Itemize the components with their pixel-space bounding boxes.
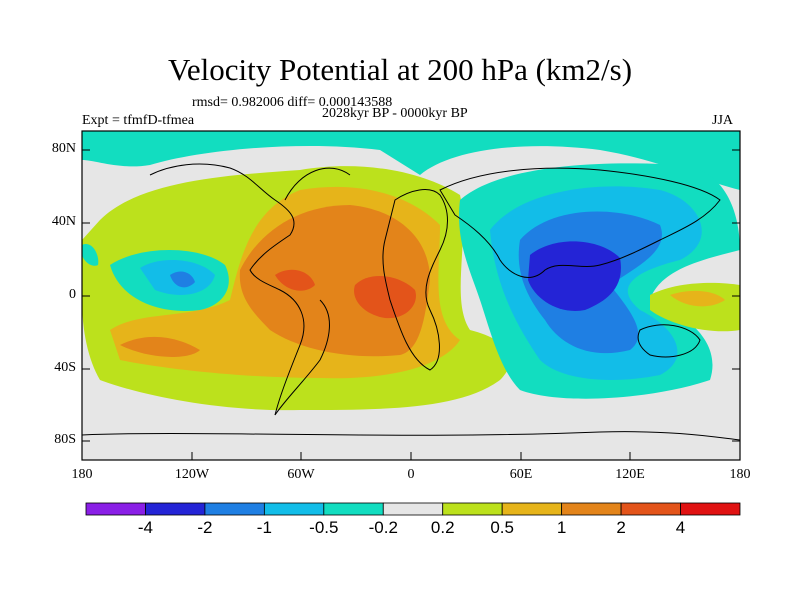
y-tick-label: 80S (54, 432, 76, 447)
colorbar-label: 0.5 (490, 518, 514, 537)
stats-text: rmsd= 0.982006 diff= 0.000143588 (192, 95, 393, 110)
x-tick-label: 60W (287, 467, 315, 482)
colorbar-swatch (561, 502, 622, 516)
axis-ticks (81, 149, 741, 460)
x-tick-label: 120E (615, 467, 645, 482)
y-tick-label: 0 (69, 287, 76, 302)
chart-title: Velocity Potential at 200 hPa (km2/s) (167, 52, 633, 87)
colorbar-swatch (442, 502, 503, 516)
x-tick-label: 0 (407, 467, 415, 482)
colorbar-label: 4 (675, 518, 686, 537)
colorbar-swatch (620, 502, 681, 516)
colorbar-swatch (85, 502, 146, 516)
colorbar (85, 502, 741, 516)
x-tick-label: 180 (729, 467, 751, 482)
colorbar-label: -2 (197, 518, 213, 537)
x-tick-label: 120W (174, 467, 210, 482)
colorbar-label: -4 (137, 518, 154, 537)
experiment-text: Expt = tfmfD-tfmea (82, 113, 195, 128)
x-tick-label: 60E (509, 467, 533, 482)
period-text: 2028kyr BP - 0000kyr BP (322, 106, 468, 121)
y-tick-label: 80N (51, 141, 76, 156)
colorbar-swatch (145, 502, 206, 516)
colorbar-label: 2 (616, 518, 626, 537)
colorbar-swatch (382, 502, 444, 516)
colorbar-label: 0.2 (430, 518, 455, 537)
colorbar-swatch (263, 502, 325, 516)
colorbar-label: 1 (556, 518, 567, 537)
season-text: JJA (712, 113, 734, 128)
colorbar-label: -0.2 (368, 518, 398, 537)
colorbar-label: -1 (256, 518, 272, 537)
colorbar-swatch (680, 502, 741, 516)
colorbar-swatch (204, 502, 265, 516)
y-tick-label: 40S (54, 360, 76, 375)
colorbar-swatch (501, 502, 563, 516)
contour-fill (82, 131, 740, 460)
colorbar-swatch (323, 502, 384, 516)
coastlines (82, 163, 740, 441)
colorbar-label: -0.5 (309, 518, 339, 537)
x-tick-label: 180 (71, 467, 93, 482)
y-tick-label: 40N (51, 214, 76, 229)
